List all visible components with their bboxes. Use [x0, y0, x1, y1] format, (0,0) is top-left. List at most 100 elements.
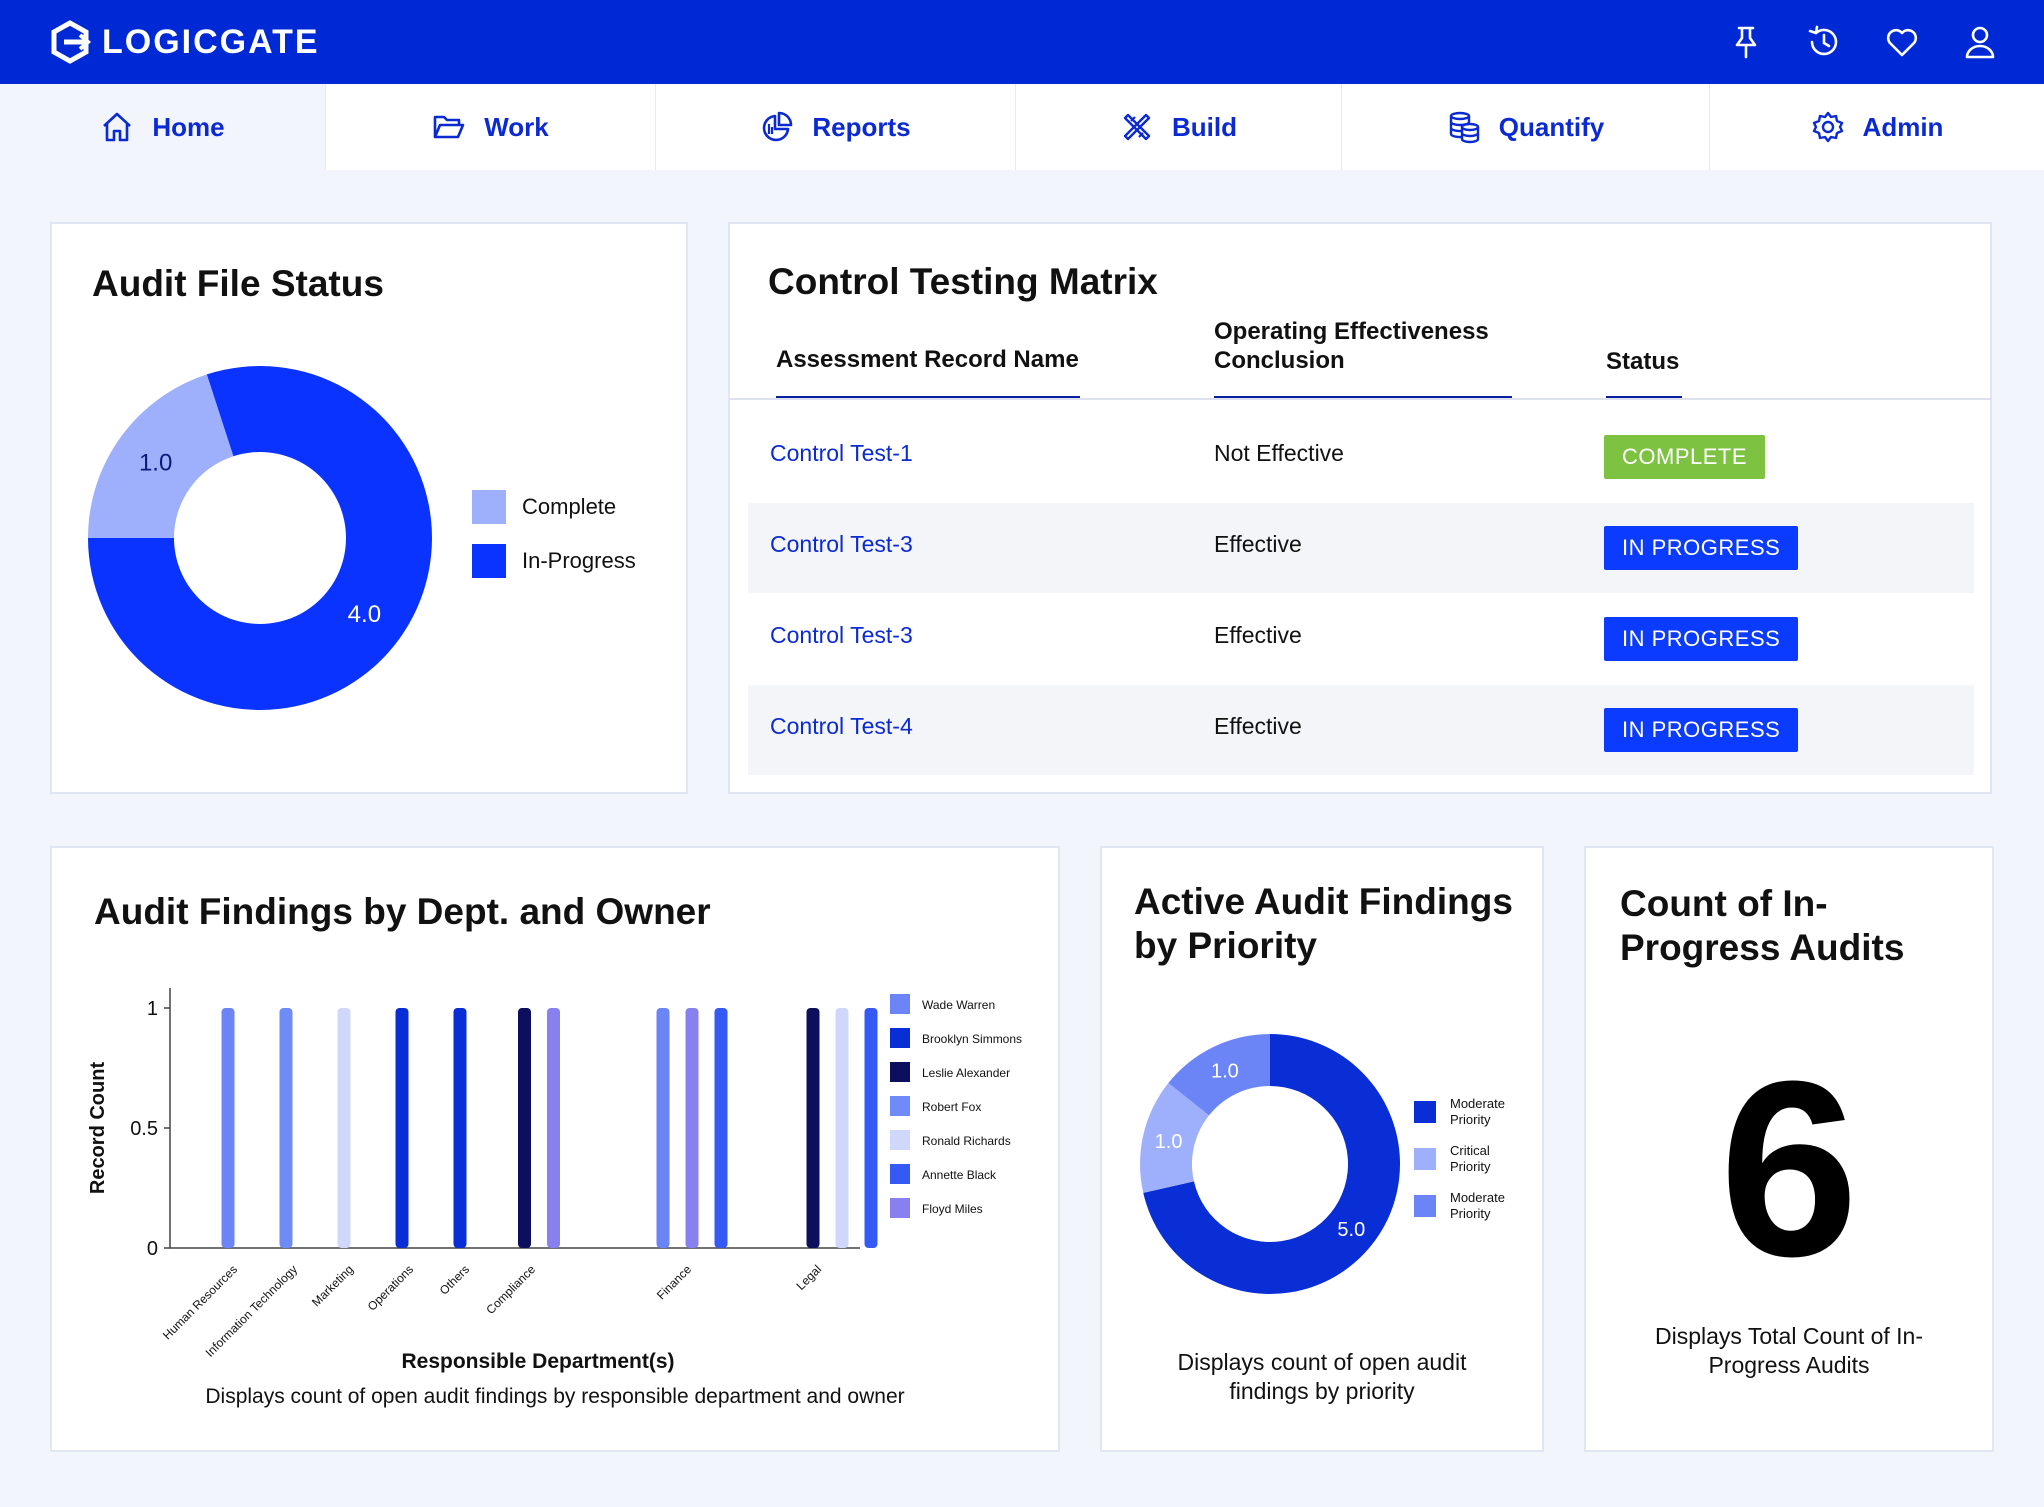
donut-slice[interactable] [1140, 1082, 1210, 1193]
caption-line: findings by priority [1229, 1377, 1415, 1404]
chart-bar[interactable] [714, 1008, 728, 1248]
record-name-link[interactable]: Control Test-1 [770, 440, 913, 466]
column-header-name[interactable]: Assessment Record Name [776, 346, 1079, 373]
heart-icon[interactable] [1884, 24, 1920, 60]
y-tick-label: 1 [147, 998, 158, 1020]
nav-item-build[interactable]: Build [1016, 84, 1342, 170]
coins-icon [1449, 111, 1479, 144]
x-tick-label: Marketing [309, 1262, 356, 1309]
record-name-link[interactable]: Control Test-3 [770, 622, 913, 648]
legend-item-in-progress[interactable]: In-Progress [472, 544, 636, 578]
pin-icon[interactable] [1728, 24, 1764, 60]
nav-label: Home [152, 111, 225, 142]
nav-item-quantify[interactable]: Quantify [1342, 84, 1710, 170]
legend-label: Leslie Alexander [922, 1066, 1010, 1080]
nav-item-home[interactable]: Home [0, 84, 326, 170]
nav-label: Work [484, 111, 549, 142]
chart-bar[interactable] [656, 1008, 670, 1248]
card-title-line: Active Audit Findings [1134, 881, 1513, 922]
nav-item-reports[interactable]: Reports [656, 84, 1016, 170]
conclusion-cell: Not Effective [1214, 440, 1344, 466]
legend-item[interactable]: Critical Priority [1414, 1143, 1490, 1176]
legend-swatch [1414, 1148, 1436, 1171]
chart-bar[interactable] [518, 1008, 531, 1248]
legend-label: Ronald Richards [922, 1134, 1011, 1148]
donut-slice[interactable] [88, 374, 234, 538]
card-title: Active Audit Findings by Priority [1134, 880, 1513, 969]
card-title-line: Progress Audits [1620, 927, 1905, 969]
nav-label: Reports [812, 111, 911, 142]
chart-axis [169, 988, 860, 1249]
count-caption: Displays Total Count of In- Progress Aud… [1586, 1322, 1992, 1380]
chart-bar[interactable] [279, 1008, 293, 1248]
chart-bar[interactable] [221, 1008, 235, 1248]
main-nav: Home Work Reports Build Quantify Admin [0, 84, 2044, 170]
caption-line: Displays Total Count of In- [1654, 1323, 1924, 1349]
table-row[interactable]: Control Test-3 Effective IN PROGRESS [748, 594, 1974, 684]
chart-bar[interactable] [806, 1008, 820, 1248]
card-title-line: Count of In- [1620, 883, 1828, 924]
chart-bar[interactable] [337, 1008, 351, 1248]
control-testing-matrix-card: Control Testing Matrix Assessment Record… [728, 222, 1992, 794]
legend-item[interactable]: Moderate Priority [1414, 1096, 1505, 1129]
tools-icon [1123, 113, 1151, 141]
legend-label: Annette Black [922, 1168, 997, 1182]
nav-item-work[interactable]: Work [326, 84, 656, 170]
donut-slice[interactable] [88, 366, 432, 710]
active-findings-priority-card: Active Audit Findings by Priority 5.0 1.0… [1100, 846, 1544, 1452]
chart-bar[interactable] [835, 1008, 849, 1248]
x-tick-label: Finance [654, 1262, 694, 1302]
x-axis-label: Responsible Department(s) [401, 1350, 674, 1373]
audit-file-status-card: Audit File Status 1.0 4.0 Complete In-Pro… [50, 222, 688, 794]
donut-slice[interactable] [1168, 1034, 1270, 1116]
chart-bar[interactable] [685, 1008, 699, 1248]
legend-swatch [890, 1198, 910, 1218]
donut-slice[interactable] [1143, 1034, 1400, 1294]
nav-item-admin[interactable]: Admin [1710, 84, 2044, 170]
legend-label: Wade Warren [922, 998, 995, 1012]
chart-bar[interactable] [453, 1008, 467, 1248]
chart-caption: Displays count of open audit findings by… [1102, 1348, 1542, 1406]
legend-swatch [890, 1130, 910, 1150]
legend-swatch [890, 994, 910, 1014]
priority-donut-chart[interactable]: 5.0 1.0 1.0 [1130, 1024, 1410, 1304]
legend-swatch [1414, 1101, 1436, 1124]
conclusion-cell: Effective [1214, 531, 1302, 557]
legend-label: Brooklyn Simmons [922, 1032, 1022, 1046]
legend-swatch [890, 1096, 910, 1116]
donut-slice-label: 4.0 [348, 601, 381, 628]
legend-swatch [890, 1164, 910, 1184]
table-row[interactable]: Control Test-1 Not Effective COMPLETE [748, 412, 1974, 502]
legend-item-complete[interactable]: Complete [472, 490, 616, 524]
donut-slice-label: 1.0 [1211, 1060, 1239, 1082]
chart-bar[interactable] [547, 1008, 560, 1248]
user-icon[interactable] [1962, 24, 1998, 60]
record-name-link[interactable]: Control Test-3 [770, 531, 913, 557]
chart-bar[interactable] [395, 1008, 409, 1248]
table-row[interactable]: Control Test-4 Effective IN PROGRESS [748, 685, 1974, 775]
legend-label: Robert Fox [922, 1100, 981, 1114]
legend-swatch [890, 1062, 910, 1082]
home-icon [103, 112, 132, 142]
x-tick-label: Compliance [483, 1262, 538, 1317]
chart-caption: Displays count of open audit findings by… [205, 1385, 905, 1408]
audit-status-donut-chart[interactable]: 1.0 4.0 [80, 358, 440, 718]
logo[interactable]: LOGICGATE [48, 18, 320, 66]
column-header-status[interactable]: Status [1606, 348, 1680, 375]
table-row[interactable]: Control Test-3 Effective IN PROGRESS [748, 503, 1974, 593]
x-tick-label: Others [437, 1262, 472, 1297]
pie-chart-icon [763, 111, 793, 142]
legend-label: Moderate Priority [1450, 1096, 1505, 1128]
y-tick-label: 0 [147, 1238, 158, 1260]
nav-label: Quantify [1498, 111, 1605, 142]
record-name-link[interactable]: Control Test-4 [770, 713, 913, 739]
legend-label: In-Progress [522, 548, 636, 573]
app-name: LOGICGATE [102, 22, 320, 61]
history-icon[interactable] [1806, 24, 1842, 60]
column-header-conclusion[interactable]: Operating Effectiveness Conclusion [1214, 318, 1489, 374]
chart-bar[interactable] [864, 1008, 878, 1248]
header-divider [730, 398, 1992, 400]
legend-label: Moderate Priority [1450, 1190, 1505, 1222]
legend-item[interactable]: Moderate Priority [1414, 1190, 1505, 1223]
